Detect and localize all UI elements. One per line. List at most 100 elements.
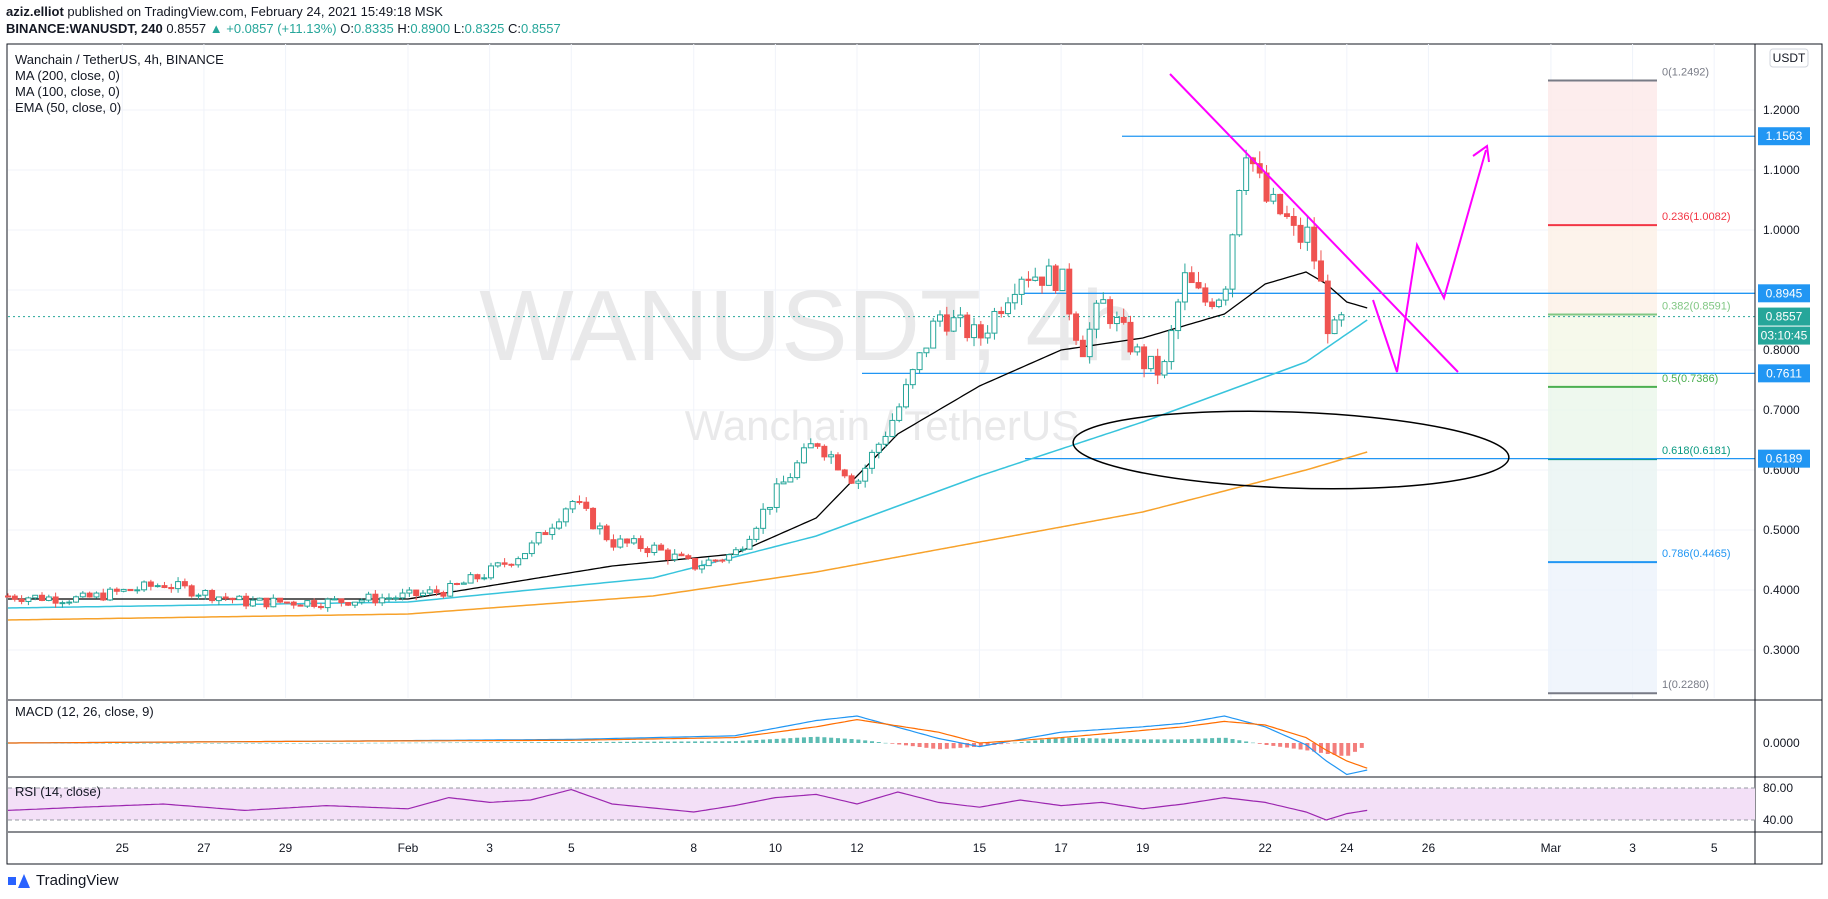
- countdown-label: 03:10:45: [1761, 329, 1808, 343]
- macd-histogram-bar: [523, 742, 528, 743]
- candle-body: [11, 595, 18, 600]
- candle-body: [351, 601, 358, 606]
- candle-body: [426, 589, 433, 594]
- macd-histogram-bar: [815, 736, 820, 743]
- time-tick-label: 3: [1629, 841, 1636, 855]
- price-axis[interactable]: 1.20001.10001.00000.90000.80000.70000.60…: [1754, 44, 1810, 864]
- macd-histogram-bar: [767, 739, 772, 743]
- macd-histogram-bar: [475, 742, 480, 743]
- candle-body: [950, 317, 957, 332]
- candle-body: [460, 582, 467, 585]
- macd-histogram-bar: [216, 743, 221, 744]
- macd-zero-label: 0.0000: [1763, 736, 1800, 750]
- macd-histogram-bar: [631, 741, 636, 743]
- candle-body: [154, 585, 161, 588]
- fib-level-label: 0.786(0.4465): [1662, 548, 1731, 560]
- level-badge-label: 0.8945: [1766, 286, 1803, 300]
- macd-histogram-bar: [393, 742, 398, 744]
- candle-body: [1270, 193, 1277, 202]
- candle-body: [855, 480, 862, 484]
- candle-body: [814, 443, 821, 447]
- macd-histogram-bar: [1169, 739, 1174, 743]
- macd-histogram-bar: [883, 742, 888, 744]
- candle-body: [542, 532, 549, 536]
- horizontal-levels[interactable]: [8, 135, 1755, 460]
- candle-body: [766, 506, 773, 510]
- candle-body: [569, 501, 576, 510]
- macd-histogram-bar: [454, 742, 459, 744]
- candle-body: [447, 582, 454, 597]
- macd-histogram-bar: [121, 743, 126, 744]
- trend-drawings[interactable]: [1072, 73, 1510, 496]
- macd-histogram-bar: [713, 741, 718, 743]
- candle-body: [1229, 234, 1236, 290]
- candle-body: [372, 593, 379, 604]
- chart-legend: Wanchain / TetherUS, 4h, BINANCE MA (200…: [15, 52, 224, 115]
- macd-histogram-bar: [733, 741, 738, 743]
- candle-body: [324, 598, 331, 609]
- candle-body: [746, 538, 753, 550]
- macd-histogram-bar: [1162, 739, 1167, 743]
- macd-histogram-bar: [182, 743, 187, 744]
- level-badge: [1758, 284, 1810, 303]
- candle-body: [161, 585, 168, 589]
- candle-body: [930, 320, 937, 349]
- candle-body: [1011, 293, 1018, 304]
- macd-histogram-bar: [135, 743, 140, 744]
- candle-body: [365, 593, 372, 601]
- candle-body: [726, 554, 733, 561]
- macd-histogram-bar: [373, 742, 378, 744]
- candle-body: [229, 597, 236, 601]
- macd-histogram-bar: [570, 742, 575, 743]
- macd-histogram-bar: [237, 743, 242, 744]
- candle-body: [1141, 346, 1148, 370]
- macd-histogram-bar: [563, 742, 568, 743]
- time-tick-label: 5: [568, 841, 575, 855]
- macd-histogram-bar: [1346, 743, 1351, 756]
- time-axis[interactable]: 25 27 29 Feb 3 5 8 10 12 15 17 19 22 24 26 Mar 3 5: [8, 831, 1822, 855]
- macd-histogram-bar: [706, 741, 711, 743]
- candle-body: [1059, 268, 1066, 292]
- candle-body: [236, 595, 243, 601]
- macd-histogram-bar: [795, 737, 800, 743]
- macd-histogram-bar: [196, 743, 201, 744]
- price-change: ▲ +0.0857 (+11.13%): [209, 21, 337, 36]
- macd-histogram-bar: [672, 741, 677, 743]
- macd-histogram-bar: [788, 738, 793, 743]
- close-value: 0.8557: [520, 21, 561, 36]
- macd-histogram-bar: [761, 739, 766, 743]
- candle-body: [848, 475, 855, 484]
- macd-histogram-bar: [1298, 743, 1303, 750]
- candle-body: [358, 599, 365, 603]
- macd-histogram-bar: [1230, 739, 1235, 743]
- macd-histogram-bar: [1312, 743, 1317, 752]
- macd-histogram-bar: [312, 743, 317, 744]
- macd-histogram-bar: [332, 742, 337, 744]
- macd-histogram-bar: [1019, 741, 1024, 743]
- macd-histogram-bar: [203, 743, 208, 744]
- candle-body: [331, 598, 338, 601]
- currency-badge[interactable]: USDT: [1769, 48, 1809, 68]
- candle-body: [66, 601, 73, 604]
- macd-histogram-bar: [1067, 737, 1072, 743]
- candle-body: [168, 587, 175, 590]
- macd-histogram-bar: [1128, 739, 1133, 743]
- macd-histogram-bar: [604, 741, 609, 743]
- macd-histogram-bar: [210, 743, 215, 744]
- candle-body: [1005, 302, 1012, 315]
- fibonacci-retracement[interactable]: 0(1.2492) 0.236(1.0082) 0.382(0.8591) 0.5(0…: [1548, 66, 1731, 695]
- macd-histogram-bar: [244, 743, 249, 744]
- macd-histogram-bar: [829, 737, 834, 743]
- macd-histogram-bar: [162, 743, 167, 744]
- candle-body: [1222, 288, 1229, 301]
- macd-histogram-bar: [1182, 739, 1187, 743]
- level-badge-label: 0.6189: [1766, 452, 1803, 466]
- candle-body: [474, 574, 481, 580]
- macd-histogram-bar: [1271, 743, 1276, 746]
- macd-histogram-bar: [869, 741, 874, 743]
- macd-histogram-bar: [386, 742, 391, 744]
- macd-histogram-bar: [591, 741, 596, 743]
- macd-histogram-bar: [108, 743, 113, 744]
- ma200-line: [7, 451, 1368, 621]
